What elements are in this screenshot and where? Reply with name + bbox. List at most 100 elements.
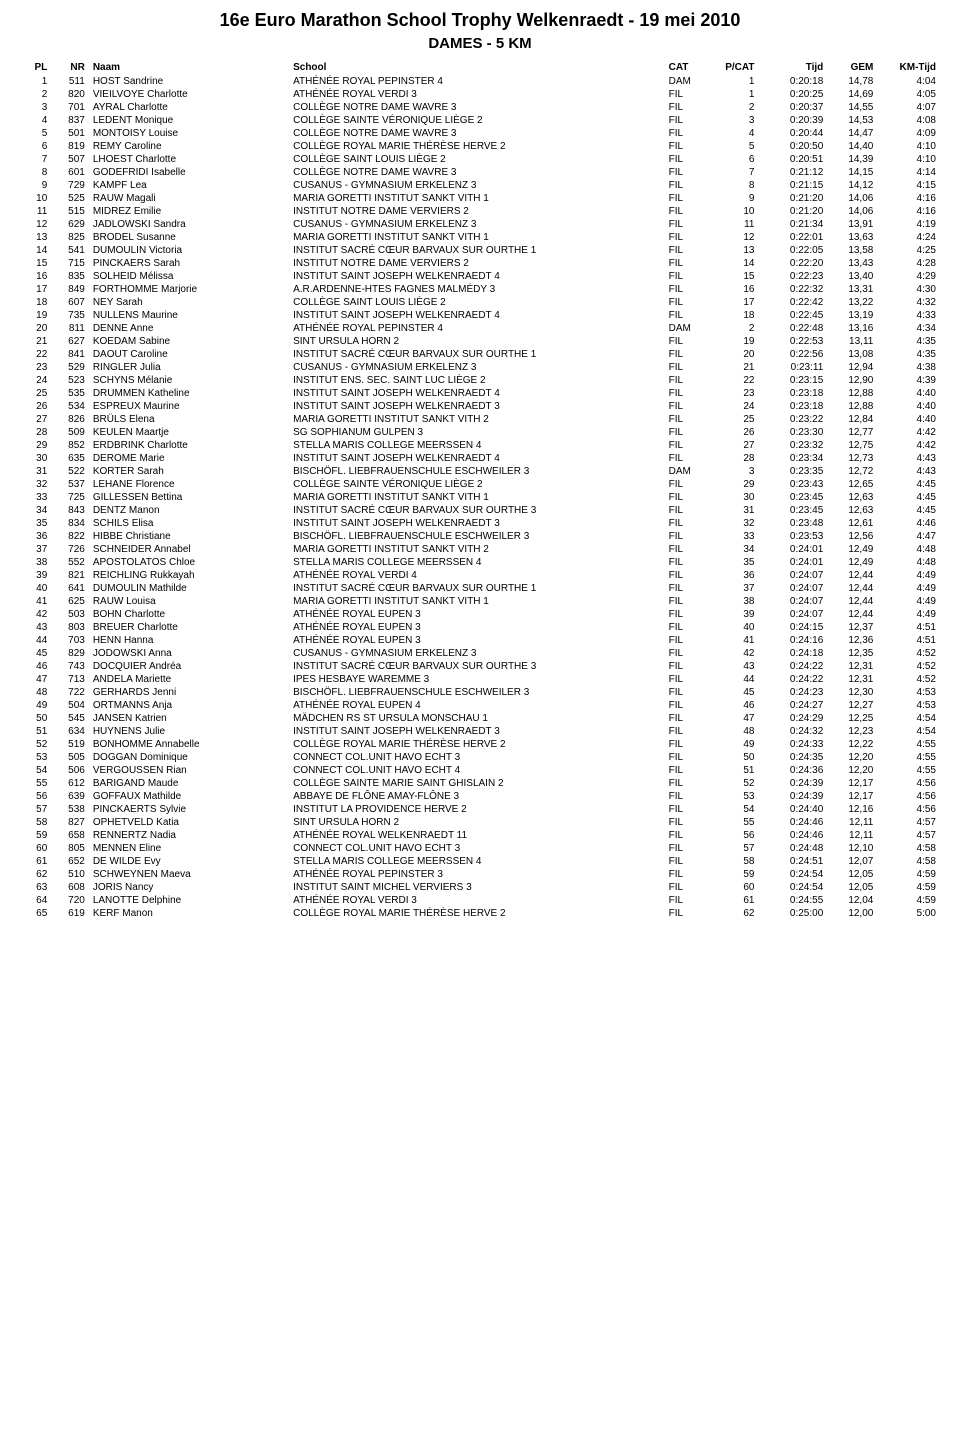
table-row: 60805MENNEN ElineCONNECT COL.UNIT HAVO E… <box>20 842 940 855</box>
table-cell: 0:24:15 <box>758 621 827 634</box>
table-cell: 4:43 <box>877 465 940 478</box>
table-row: 46743DOCQUIER AndréaINSTITUT SACRÉ CŒUR … <box>20 660 940 673</box>
table-row: 52519BONHOMME AnnabelleCOLLÈGE ROYAL MAR… <box>20 738 940 751</box>
table-cell: 4:46 <box>877 517 940 530</box>
table-cell: 13,63 <box>827 231 877 244</box>
table-cell: FIL <box>665 777 709 790</box>
table-row: 8601GODEFRIDI IsabelleCOLLÈGE NOTRE DAME… <box>20 166 940 179</box>
table-cell: DE WILDE Evy <box>89 855 289 868</box>
table-row: 13825BRODEL SusanneMARIA GORETTI INSTITU… <box>20 231 940 244</box>
table-cell: 841 <box>51 348 89 361</box>
table-cell: BISCHÖFL. LIEBFRAUENSCHULE ESCHWEILER 3 <box>289 465 665 478</box>
table-cell: 4:38 <box>877 361 940 374</box>
table-cell: 522 <box>51 465 89 478</box>
table-cell: 12,31 <box>827 660 877 673</box>
table-cell: 0:21:15 <box>758 179 827 192</box>
table-cell: SINT URSULA HORN 2 <box>289 335 665 348</box>
table-cell: MONTOISY Louise <box>89 127 289 140</box>
table-row: 6819REMY CarolineCOLLÈGE ROYAL MARIE THÉ… <box>20 140 940 153</box>
table-cell: 4:54 <box>877 712 940 725</box>
table-cell: 0:24:46 <box>758 829 827 842</box>
table-cell: 608 <box>51 881 89 894</box>
table-cell: 0:24:35 <box>758 751 827 764</box>
table-cell: JADLOWSKI Sandra <box>89 218 289 231</box>
table-cell: 20 <box>20 322 51 335</box>
table-cell: 703 <box>51 634 89 647</box>
table-cell: 13,91 <box>827 218 877 231</box>
table-cell: DAM <box>665 465 709 478</box>
table-cell: FIL <box>665 647 709 660</box>
table-row: 18607NEY SarahCOLLÈGE SAINT LOUIS LIÈGE … <box>20 296 940 309</box>
table-cell: KORTER Sarah <box>89 465 289 478</box>
table-row: 22841DAOUT CarolineINSTITUT SACRÉ CŒUR B… <box>20 348 940 361</box>
table-cell: 720 <box>51 894 89 907</box>
table-cell: 4:05 <box>877 88 940 101</box>
table-cell: 4:48 <box>877 543 940 556</box>
table-cell: 827 <box>51 816 89 829</box>
table-cell: COLLÈGE SAINTE MARIE SAINT GHISLAIN 2 <box>289 777 665 790</box>
table-cell: 0:24:07 <box>758 608 827 621</box>
table-cell: ATHÉNÉE ROYAL VERDI 3 <box>289 88 665 101</box>
table-cell: FIL <box>665 348 709 361</box>
table-cell: 3 <box>708 114 758 127</box>
table-cell: CUSANUS - GYMNASIUM ERKELENZ 3 <box>289 218 665 231</box>
table-cell: 48 <box>20 686 51 699</box>
table-cell: CONNECT COL.UNIT HAVO ECHT 3 <box>289 751 665 764</box>
table-cell: 10 <box>20 192 51 205</box>
table-cell: 17 <box>20 283 51 296</box>
table-cell: INSTITUT SACRÉ CŒUR BARVAUX SUR OURTHE 3 <box>289 660 665 673</box>
table-cell: 21 <box>708 361 758 374</box>
table-cell: 56 <box>20 790 51 803</box>
table-cell: 0:21:20 <box>758 192 827 205</box>
table-cell: DAM <box>665 322 709 335</box>
table-cell: LANOTTE Delphine <box>89 894 289 907</box>
table-cell: 14,47 <box>827 127 877 140</box>
table-cell: 14,69 <box>827 88 877 101</box>
table-cell: 20 <box>708 348 758 361</box>
table-row: 1511HOST SandrineATHÉNÉE ROYAL PEPINSTER… <box>20 75 940 88</box>
table-cell: GILLESSEN Bettina <box>89 491 289 504</box>
table-row: 36822HIBBE ChristianeBISCHÖFL. LIEBFRAUE… <box>20 530 940 543</box>
table-cell: FIL <box>665 699 709 712</box>
table-row: 38552APOSTOLATOS ChloeSTELLA MARIS COLLE… <box>20 556 940 569</box>
table-cell: 4:48 <box>877 556 940 569</box>
table-row: 58827OPHETVELD KatiaSINT URSULA HORN 2FI… <box>20 816 940 829</box>
table-row: 19735NULLENS MaurineINSTITUT SAINT JOSEP… <box>20 309 940 322</box>
table-cell: 12,88 <box>827 387 877 400</box>
table-cell: 12,63 <box>827 491 877 504</box>
table-cell: BRODEL Susanne <box>89 231 289 244</box>
table-cell: ESPREUX Maurine <box>89 400 289 413</box>
table-cell: 725 <box>51 491 89 504</box>
col-header-pl: PL <box>20 60 51 75</box>
table-cell: 4 <box>20 114 51 127</box>
table-cell: 54 <box>20 764 51 777</box>
table-cell: FIL <box>665 543 709 556</box>
table-cell: 8 <box>20 166 51 179</box>
table-cell: 12,49 <box>827 556 877 569</box>
table-cell: KAMPF Lea <box>89 179 289 192</box>
table-cell: FIL <box>665 608 709 621</box>
table-cell: 43 <box>708 660 758 673</box>
table-cell: FIL <box>665 387 709 400</box>
table-cell: 627 <box>51 335 89 348</box>
table-cell: FIL <box>665 842 709 855</box>
table-cell: FIL <box>665 270 709 283</box>
table-cell: SOLHEID Mélissa <box>89 270 289 283</box>
table-cell: DOGGAN Dominique <box>89 751 289 764</box>
table-cell: MARIA GORETTI INSTITUT SANKT VITH 1 <box>289 491 665 504</box>
table-cell: 0:20:39 <box>758 114 827 127</box>
table-cell: 0:23:34 <box>758 452 827 465</box>
table-cell: 38 <box>20 556 51 569</box>
table-cell: 0:24:40 <box>758 803 827 816</box>
table-cell: 545 <box>51 712 89 725</box>
table-cell: COLLÈGE SAINT LOUIS LIÈGE 2 <box>289 296 665 309</box>
table-cell: 4:30 <box>877 283 940 296</box>
table-cell: 57 <box>20 803 51 816</box>
table-cell: 25 <box>20 387 51 400</box>
table-cell: 0:23:30 <box>758 426 827 439</box>
table-cell: 4:49 <box>877 595 940 608</box>
table-cell: INSTITUT SACRÉ CŒUR BARVAUX SUR OURTHE 3 <box>289 504 665 517</box>
table-cell: 12,31 <box>827 673 877 686</box>
table-cell: CUSANUS - GYMNASIUM ERKELENZ 3 <box>289 179 665 192</box>
table-cell: 625 <box>51 595 89 608</box>
